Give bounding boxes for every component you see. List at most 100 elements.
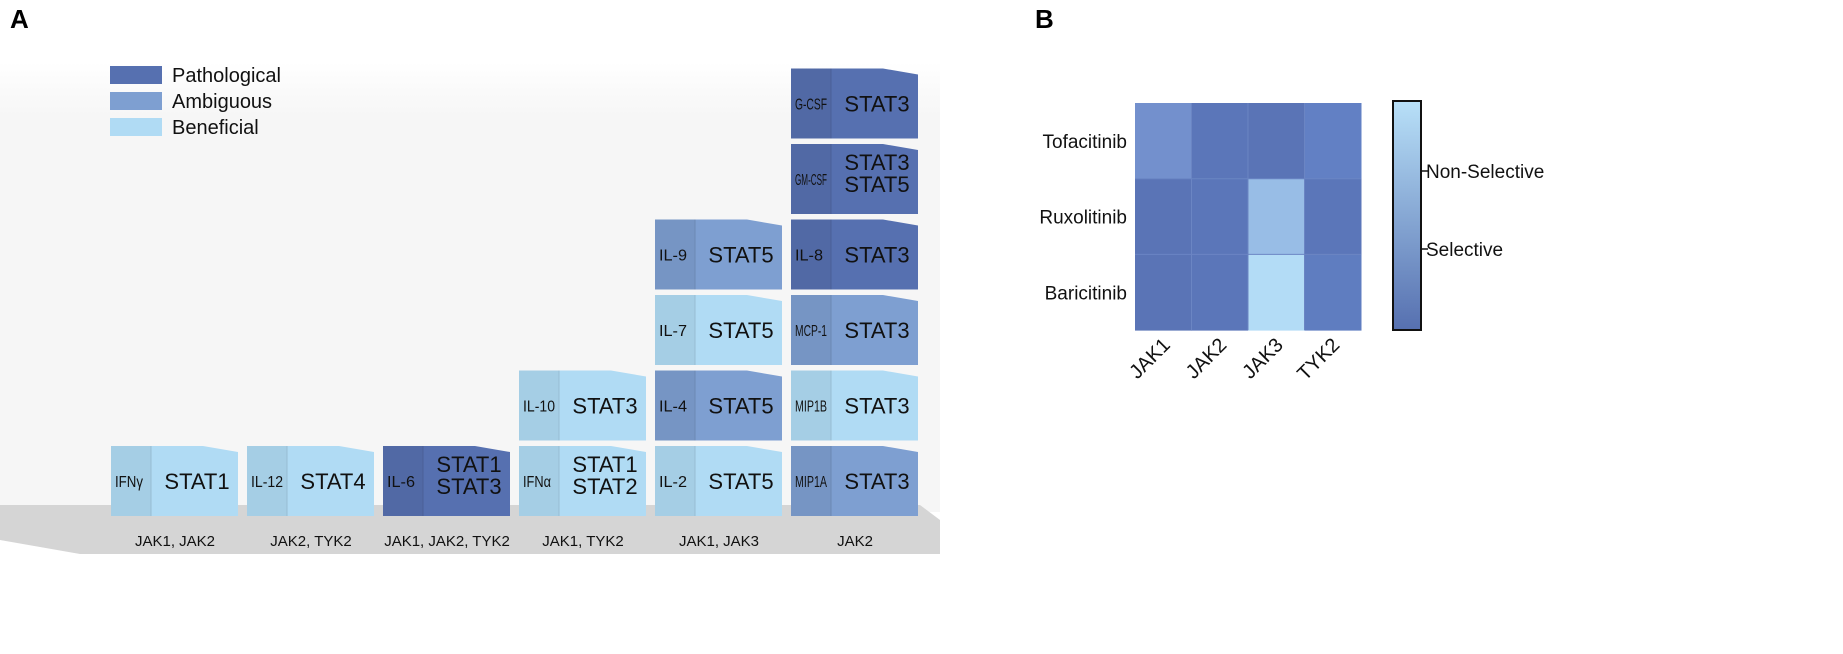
stat-label: STAT5 — [708, 394, 773, 419]
cytokine-block: IL-8 STAT3 — [791, 219, 918, 290]
stat-label: STAT3 — [436, 474, 501, 499]
block-left-face — [655, 219, 695, 290]
stat-label: STAT3 — [844, 150, 909, 175]
heatmap-cell — [1248, 254, 1305, 331]
cytokine-label: IL-10 — [523, 399, 555, 416]
column-1: IFNγ STAT1 JAK1, JAK2 — [111, 446, 238, 550]
block-left-face — [383, 446, 423, 516]
cytokine-block: IL-9 STAT5 — [655, 219, 782, 290]
stat-label: STAT3 — [572, 394, 637, 419]
cytokine-label: IL-2 — [659, 474, 687, 491]
cytokine-block: IL-10 STAT3 — [519, 370, 646, 441]
stat-label: STAT1 — [572, 452, 637, 477]
legend-label-beneficial: Beneficial — [172, 117, 259, 139]
jak-label: JAK2, TYK2 — [270, 533, 351, 550]
stat-label: STAT3 — [844, 318, 909, 343]
block-left-face — [791, 446, 831, 516]
legend-label-ambiguous: Ambiguous — [172, 91, 272, 113]
stat-label: STAT5 — [708, 318, 773, 343]
cytokine-label: G-CSF — [795, 97, 827, 114]
block-left-face — [791, 144, 831, 214]
colorbar-label: Selective — [1426, 240, 1503, 261]
stat-label: STAT3 — [844, 92, 909, 117]
floor-slab — [0, 505, 940, 554]
column-label: JAK1 — [1125, 334, 1174, 383]
legend-swatch-pathological — [110, 66, 162, 84]
cytokine-label: IFNγ — [115, 474, 143, 491]
stat-label: STAT5 — [708, 243, 773, 268]
heatmap-cell — [1304, 178, 1362, 255]
block-right-face — [831, 295, 918, 365]
cytokine-block: MIP1B STAT3 — [791, 370, 918, 441]
stat-label: STAT4 — [300, 469, 365, 494]
cytokine-block: IL-7 STAT5 — [655, 295, 782, 365]
stat-label: STAT2 — [572, 474, 637, 499]
block-right-face — [831, 68, 918, 139]
cytokine-label: MIP1B — [795, 399, 827, 416]
colorbar-gradient — [1392, 100, 1422, 331]
block-right-face — [695, 219, 782, 290]
jak-label: JAK1, TYK2 — [542, 533, 623, 550]
column-5: IL-2 STAT5 IL-4 STAT5 IL-7 STAT5 IL-9 STAT5 JAK1… — [655, 219, 782, 550]
heatmap-cell — [1135, 178, 1192, 255]
cytokine-block: MCP-1 STAT3 — [791, 295, 918, 365]
legend-swatch-ambiguous — [110, 92, 162, 110]
block-right-face — [423, 446, 510, 516]
block-left-face — [247, 446, 287, 516]
stat-label: STAT3 — [844, 243, 909, 268]
cytokine-label: IL-12 — [251, 474, 283, 491]
heatmap-cell — [1191, 178, 1249, 255]
block-left-face — [791, 295, 831, 365]
colorbar: Non-Selective Selective — [1392, 100, 1544, 331]
block-right-face — [695, 370, 782, 441]
panel-a-background — [0, 62, 940, 512]
stat-label: STAT3 — [844, 394, 909, 419]
heatmap-cell — [1304, 254, 1362, 331]
panel-a: A Pathological Ambiguous Beneficial IFNγ ST… — [0, 4, 940, 554]
cytokine-block: IL-2 STAT5 — [655, 446, 782, 516]
heatmap-cell — [1191, 103, 1249, 180]
cytokine-block: IL-12 STAT4 — [247, 446, 374, 516]
cytokine-label: IL-4 — [659, 399, 687, 416]
block-left-face — [655, 446, 695, 516]
block-right-face — [559, 446, 646, 516]
cytokine-label: GM-CSF — [795, 172, 827, 189]
cytokine-block: IL-4 STAT5 — [655, 370, 782, 441]
jak-label: JAK1, JAK2 — [135, 533, 215, 550]
cytokine-block: MIP1A STAT3 — [791, 446, 918, 516]
heatmap-cell — [1304, 103, 1362, 180]
block-left-face — [519, 446, 559, 516]
cytokine-label: MIP1A — [795, 474, 827, 491]
panel-b-label: B — [1035, 4, 1054, 34]
block-left-face — [791, 219, 831, 290]
cytokine-block: G-CSF STAT3 — [791, 68, 918, 139]
heatmap-cell — [1191, 254, 1249, 331]
row-label: Baricitinib — [1045, 283, 1127, 304]
block-right-face — [831, 446, 918, 516]
cytokine-block: IFNγ STAT1 — [111, 446, 238, 516]
block-right-face — [695, 446, 782, 516]
block-left-face — [519, 370, 559, 441]
row-label: Ruxolitinib — [1039, 208, 1127, 229]
panel-a-label: A — [10, 4, 29, 34]
cytokine-label: IL-9 — [659, 248, 687, 265]
block-right-face — [151, 446, 238, 516]
jak-label: JAK1, JAK2, TYK2 — [384, 533, 510, 550]
stat-label: STAT5 — [708, 469, 773, 494]
block-right-face — [559, 370, 646, 441]
legend: Pathological Ambiguous Beneficial — [110, 65, 281, 139]
legend-swatch-beneficial — [110, 118, 162, 136]
heatmap-cell — [1248, 103, 1305, 180]
column-2: IL-12 STAT4 JAK2, TYK2 — [247, 446, 374, 550]
block-left-face — [111, 446, 151, 516]
legend-label-pathological: Pathological — [172, 65, 281, 87]
block-left-face — [655, 295, 695, 365]
